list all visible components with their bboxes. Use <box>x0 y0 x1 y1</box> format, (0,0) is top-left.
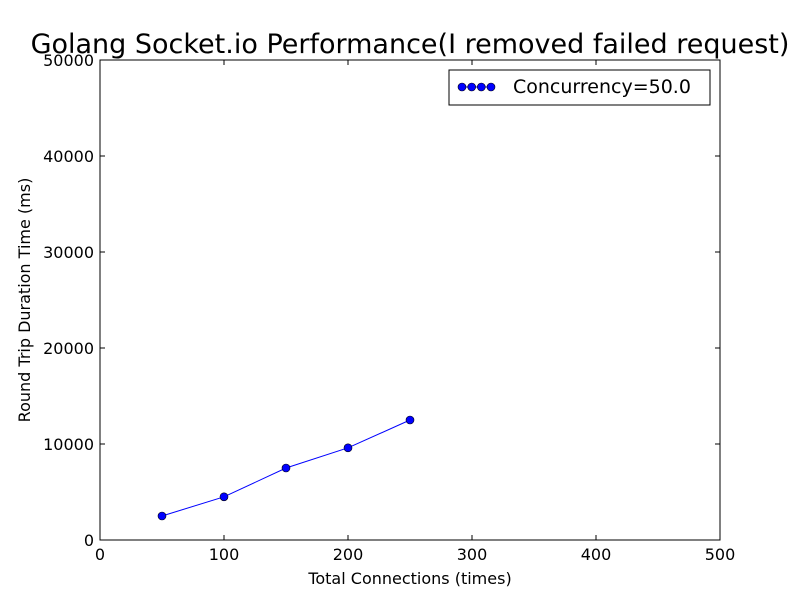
chart-title: Golang Socket.io Performance(I removed f… <box>31 29 790 60</box>
data-point <box>219 492 229 502</box>
plot-frame <box>99 59 721 541</box>
data-point <box>157 511 167 521</box>
legend-marker <box>486 82 496 92</box>
x-tick-label: 100 <box>209 545 240 564</box>
axis-ticks: 0 100 200 300 400 500 0 10000 20000 30000 40000 500… <box>43 51 735 564</box>
y-tick-label: 40000 <box>43 147 94 166</box>
series-layer <box>157 415 415 521</box>
data-point <box>281 463 291 473</box>
y-tick-label: 20000 <box>43 339 94 358</box>
data-point <box>405 415 415 425</box>
legend-label: Concurrency=50.0 <box>513 76 691 98</box>
data-point <box>343 443 353 453</box>
legend: Concurrency=50.0 <box>448 69 711 106</box>
x-tick-label: 400 <box>581 545 612 564</box>
y-tick-label: 50000 <box>43 51 94 70</box>
x-tick-label: 0 <box>95 545 105 564</box>
y-tick-label: 10000 <box>43 435 94 454</box>
x-tick-label: 300 <box>457 545 488 564</box>
legend-marker <box>467 82 477 92</box>
y-tick-label: 30000 <box>43 243 94 262</box>
legend-marker <box>457 82 467 92</box>
x-tick-label: 200 <box>333 545 364 564</box>
legend-marker <box>476 82 486 92</box>
x-axis-label: Total Connections (times) <box>307 569 511 588</box>
y-axis-label: Round Trip Duration Time (ms) <box>15 178 34 423</box>
plot-area <box>100 60 720 540</box>
x-tick-label: 500 <box>705 545 736 564</box>
y-tick-label: 0 <box>84 531 94 550</box>
